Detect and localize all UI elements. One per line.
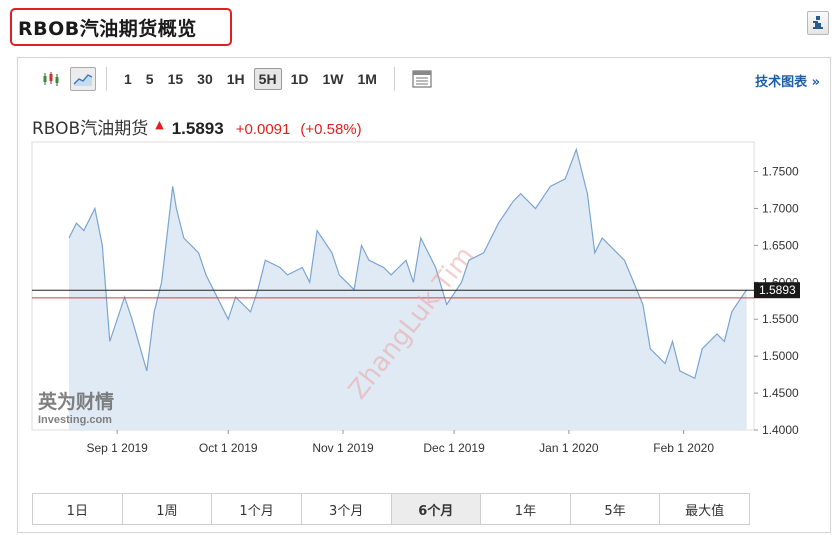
price-change: +0.0091 xyxy=(235,121,291,138)
period-5h[interactable]: 5H xyxy=(253,68,282,90)
period-1w[interactable]: 1W xyxy=(322,71,344,87)
page-title-box: RBOB汽油期货概览 xyxy=(10,8,232,46)
last-price-tag xyxy=(754,282,800,299)
up-arrow-icon: ▲ xyxy=(155,118,164,131)
range-1m[interactable]: 1个月 xyxy=(212,494,302,524)
x-tick-label: Feb 1 2020 xyxy=(653,441,714,455)
x-tick-label: Jan 1 2020 xyxy=(539,441,599,455)
y-tick-label: 1.5000 xyxy=(762,349,799,363)
y-tick-label: 1.6500 xyxy=(762,238,799,252)
period-1h[interactable]: 1H xyxy=(226,71,245,87)
x-tick-label: Oct 1 2019 xyxy=(199,441,258,455)
chart-toolbar: 1 5 15 30 1H 5H 1D 1W 1M 技术图表 » xyxy=(18,58,830,100)
chart-widget: 1 5 15 30 1H 5H 1D 1W 1M 技术图表 » RBOB汽油期货… xyxy=(17,57,831,533)
info-button[interactable] xyxy=(807,11,829,35)
period-1m[interactable]: 1M xyxy=(357,71,377,87)
y-tick-label: 1.4000 xyxy=(762,423,799,437)
price-line xyxy=(68,147,748,380)
quote-line: RBOB汽油期货 ▲ 1.5893 +0.0091 (+0.58%) xyxy=(32,114,372,139)
range-3m[interactable]: 3个月 xyxy=(301,494,392,524)
period-30[interactable]: 30 xyxy=(197,71,213,87)
technical-chart-link[interactable]: 技术图表 » xyxy=(755,75,820,90)
last-price-label: 1.5893 xyxy=(759,283,796,297)
x-tick-label: Sep 1 2019 xyxy=(86,441,148,455)
range-6m[interactable]: 6个月 xyxy=(391,494,482,524)
range-1y[interactable]: 1年 xyxy=(481,494,571,524)
range-max[interactable]: 最大值 xyxy=(660,494,749,524)
price-chart[interactable]: 1.75001.70001.65001.60001.55001.50001.45… xyxy=(18,138,830,486)
page-title: RBOB汽油期货概览 xyxy=(18,17,197,40)
last-price: 1.5893 xyxy=(171,119,224,138)
x-tick-label: Dec 1 2019 xyxy=(423,441,485,455)
y-tick-label: 1.5500 xyxy=(762,312,799,326)
range-1w[interactable]: 1周 xyxy=(122,494,213,524)
range-5y[interactable]: 5年 xyxy=(570,494,661,524)
logo-cn: 英为财情 xyxy=(38,390,114,413)
price-area xyxy=(69,149,747,430)
range-1d[interactable]: 1日 xyxy=(33,494,123,524)
period-5[interactable]: 5 xyxy=(145,71,154,87)
y-tick-label: 1.4500 xyxy=(762,386,799,400)
toolbar-divider xyxy=(106,67,107,91)
range-selector: 1日 1周 1个月 3个月 6个月 1年 5年 最大值 xyxy=(32,493,750,525)
period-1[interactable]: 1 xyxy=(124,71,132,87)
period-1d[interactable]: 1D xyxy=(290,71,309,87)
instrument-name: RBOB汽油期货 xyxy=(32,119,149,139)
y-tick-label: 1.7500 xyxy=(762,165,799,179)
price-change-percent: (+0.58%) xyxy=(300,121,362,138)
area-chart-icon[interactable] xyxy=(70,67,96,91)
period-15[interactable]: 15 xyxy=(167,71,184,87)
logo-en: Investing.com xyxy=(38,414,112,426)
info-icon xyxy=(813,16,823,29)
y-tick-label: 1.7000 xyxy=(762,201,799,215)
candlestick-icon[interactable] xyxy=(38,67,64,91)
toolbar-divider xyxy=(393,67,395,91)
table-view-icon[interactable] xyxy=(409,67,435,91)
x-tick-label: Nov 1 2019 xyxy=(312,441,374,455)
